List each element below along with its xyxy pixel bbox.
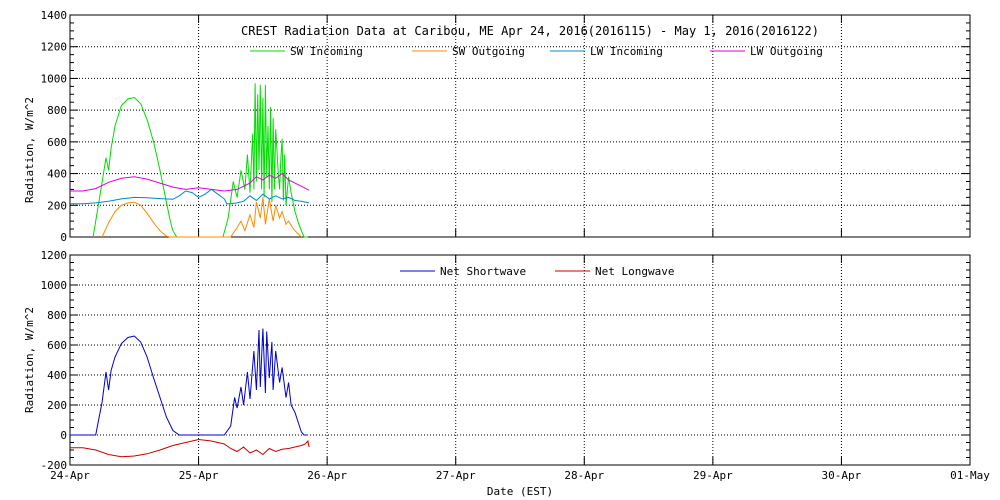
plot-frame — [69, 254, 971, 466]
y-tick-label: 400 — [47, 168, 67, 181]
y-tick-label: 800 — [47, 104, 67, 117]
y-tick-label: 1400 — [41, 9, 68, 22]
x-tick-label: 29-Apr — [693, 469, 733, 482]
series-line-sw-incoming — [92, 83, 308, 238]
y-tick-label: 1200 — [41, 249, 68, 262]
y-tick-label: 800 — [47, 309, 67, 322]
legend-label: LW Outgoing — [750, 45, 823, 58]
series-line-lw-incoming — [70, 188, 310, 205]
series-line-sw-outgoing — [101, 197, 302, 238]
bottom-panel: Radiation, W/m^2 Date (EST) -200 0 200 400 6… — [23, 249, 990, 498]
y-tick-label: 1200 — [41, 41, 68, 54]
legend-label: Net Shortwave — [440, 265, 526, 278]
x-tick-label: 01-May — [950, 469, 990, 482]
legend-label: SW Incoming — [290, 45, 363, 58]
x-axis-label: Date (EST) — [487, 485, 553, 498]
top-panel: CREST Radiation Data at Caribou, ME Apr … — [23, 9, 971, 244]
x-tick-label: 28-Apr — [564, 469, 604, 482]
y-tick-label: 200 — [47, 399, 67, 412]
top-y-axis-label: Radiation, W/m^2 — [23, 97, 36, 203]
series-line-net-longwave — [70, 438, 310, 458]
chart-title: CREST Radiation Data at Caribou, ME Apr … — [241, 24, 819, 38]
y-tick-label: 0 — [60, 429, 67, 442]
legend-label: SW Outgoing — [452, 45, 525, 58]
y-tick-label: 200 — [47, 199, 67, 212]
legend-label: Net Longwave — [595, 265, 674, 278]
y-tick-label: -200 — [41, 459, 68, 472]
y-tick-label: 600 — [47, 136, 67, 149]
legend-label: LW Incoming — [590, 45, 663, 58]
x-tick-label: 27-Apr — [436, 469, 476, 482]
y-tick-label: 600 — [47, 339, 67, 352]
y-tick-label: 0 — [60, 231, 67, 244]
y-tick-label: 400 — [47, 369, 67, 382]
y-tick-label: 1000 — [41, 279, 68, 292]
series-line-lw-outgoing — [70, 172, 310, 192]
x-tick-label: 24-Apr — [50, 469, 90, 482]
x-tick-label: 30-Apr — [822, 469, 862, 482]
x-tick-label: 26-Apr — [307, 469, 347, 482]
x-tick-label: 25-Apr — [179, 469, 219, 482]
series-line-net-shortwave — [70, 328, 308, 436]
bottom-y-axis-label: Radiation, W/m^2 — [23, 307, 36, 413]
y-tick-label: 1000 — [41, 72, 68, 85]
